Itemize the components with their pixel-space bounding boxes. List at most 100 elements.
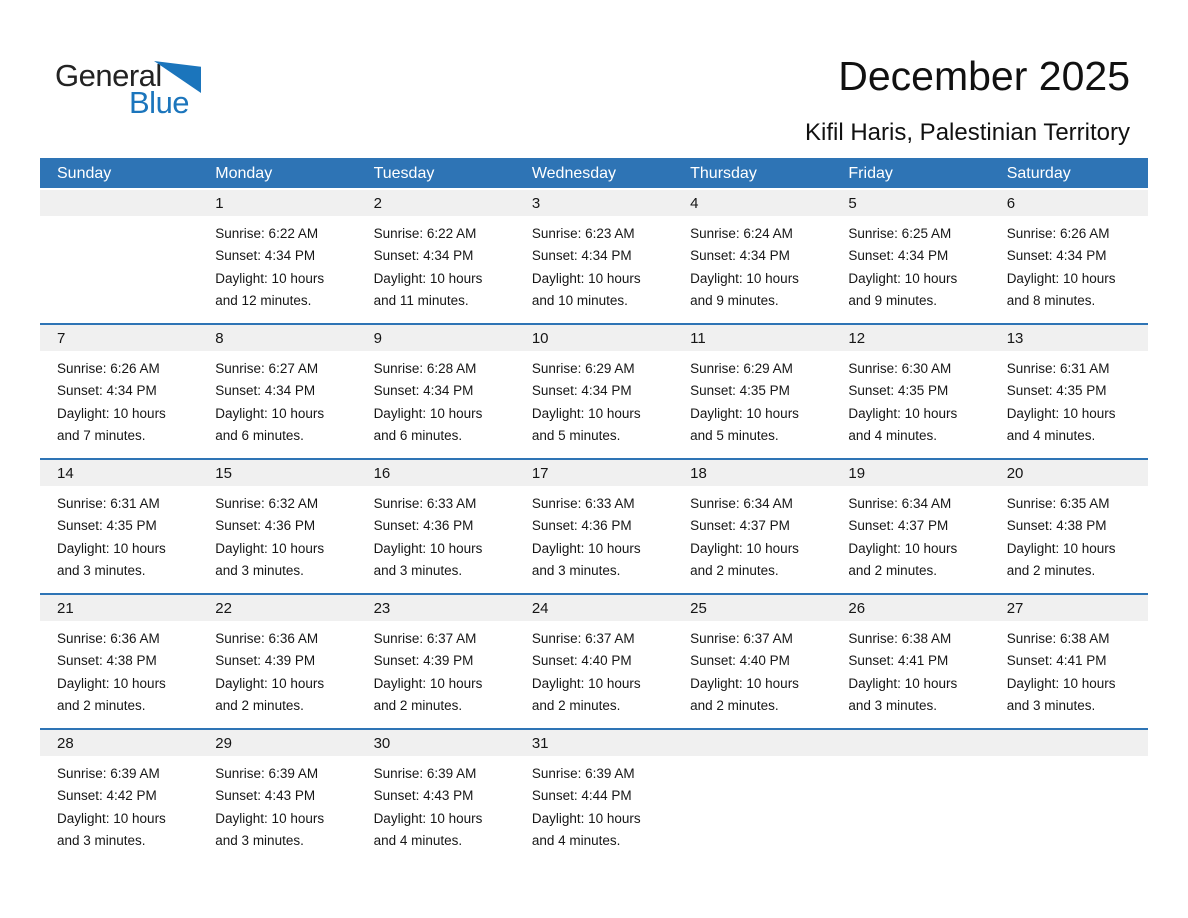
daylight-line-1: Daylight: 10 hours (531, 810, 641, 826)
sun-times: Sunrise: 6:22 AM Sunset: 4:34 PM Daylight:… (357, 216, 515, 313)
day-cell-11: 11 Sunrise: 6:29 AM Sunset: 4:35 PM Dayligh… (673, 325, 832, 458)
sunrise-line: Sunrise: 6:27 AM (215, 361, 319, 376)
daylight-line-2: and 12 minutes. (215, 293, 312, 309)
daylight-line-2: and 5 minutes. (531, 428, 621, 444)
day-number: 2 (356, 190, 515, 216)
daylight-line-1: Daylight: 10 hours (373, 675, 483, 691)
sunset-line: Sunset: 4:36 PM (373, 518, 474, 534)
sunrise-line: Sunrise: 6:34 AM (848, 496, 952, 511)
day-number: 24 (514, 595, 674, 621)
day-cell-23: 23 Sunrise: 6:37 AM Sunset: 4:39 PM Dayligh… (356, 595, 515, 728)
daylight-line-2: and 3 minutes. (848, 698, 937, 714)
sun-times: Sunrise: 6:25 AM Sunset: 4:34 PM Daylight:… (831, 216, 989, 313)
sunrise-line: Sunrise: 6:37 AM (690, 631, 793, 646)
day-number: 26 (831, 595, 990, 621)
daylight-line-1: Daylight: 10 hours (57, 810, 166, 826)
sun-times: Sunrise: 6:36 AM Sunset: 4:39 PM Daylight:… (198, 621, 356, 718)
day-number: 29 (198, 730, 357, 756)
sunset-line: Sunset: 4:40 PM (531, 653, 632, 669)
daylight-line-2: and 6 minutes. (215, 428, 304, 444)
day-number: 15 (198, 460, 357, 486)
sun-times: Sunrise: 6:26 AM Sunset: 4:34 PM Daylight:… (990, 216, 1148, 313)
day-number (989, 730, 1148, 756)
day-number: 10 (514, 325, 674, 351)
sun-times: Sunrise: 6:37 AM Sunset: 4:40 PM Daylight:… (673, 621, 831, 718)
sunset-line: Sunset: 4:40 PM (690, 653, 790, 669)
day-number: 14 (40, 460, 199, 486)
weekday-header-saturday: Saturday (1006, 165, 1071, 182)
sunset-line: Sunset: 4:34 PM (215, 383, 316, 399)
sun-times: Sunrise: 6:37 AM Sunset: 4:39 PM Daylight:… (357, 621, 515, 718)
calendar-week-row: 14 Sunrise: 6:31 AM Sunset: 4:35 PM Dayligh… (40, 458, 1148, 593)
empty-day-cell (673, 730, 832, 863)
daylight-line-2: and 8 minutes. (1006, 293, 1096, 309)
sunrise-line: Sunrise: 6:30 AM (848, 361, 952, 376)
day-number: 16 (356, 460, 515, 486)
sun-times (990, 756, 1148, 763)
sunset-line: Sunset: 4:39 PM (215, 653, 316, 669)
day-number: 4 (673, 190, 832, 216)
daylight-line-2: and 2 minutes. (690, 698, 779, 714)
daylight-line-2: and 4 minutes. (531, 833, 621, 849)
daylight-line-1: Daylight: 10 hours (57, 675, 166, 691)
sunset-line: Sunset: 4:37 PM (690, 518, 790, 534)
empty-day-cell (831, 730, 990, 863)
day-cell-12: 12 Sunrise: 6:30 AM Sunset: 4:35 PM Dayligh… (831, 325, 990, 458)
daylight-line-2: and 3 minutes. (215, 563, 304, 579)
daylight-line-1: Daylight: 10 hours (215, 675, 325, 691)
sunrise-line: Sunrise: 6:39 AM (373, 766, 477, 781)
day-number (40, 190, 199, 216)
sunset-line: Sunset: 4:35 PM (690, 383, 790, 399)
sunrise-line: Sunrise: 6:31 AM (57, 496, 160, 511)
weekday-header-wednesday: Wednesday (531, 165, 617, 182)
daylight-line-2: and 10 minutes. (531, 293, 628, 309)
day-cell-1: 1 Sunrise: 6:22 AM Sunset: 4:34 PM Daylight… (198, 190, 357, 323)
sunrise-line: Sunrise: 6:31 AM (1006, 361, 1110, 376)
daylight-line-2: and 6 minutes. (373, 428, 463, 444)
day-cell-21: 21 Sunrise: 6:36 AM Sunset: 4:38 PM Dayligh… (40, 595, 199, 728)
day-cell-28: 28 Sunrise: 6:39 AM Sunset: 4:42 PM Dayligh… (40, 730, 199, 863)
daylight-line-2: and 4 minutes. (373, 833, 463, 849)
daylight-line-2: and 2 minutes. (1006, 563, 1096, 579)
daylight-line-1: Daylight: 10 hours (848, 405, 958, 421)
daylight-line-2: and 4 minutes. (1006, 428, 1096, 444)
calendar-weeks: 1 Sunrise: 6:22 AM Sunset: 4:34 PM Daylight… (40, 190, 1148, 863)
day-number: 22 (198, 595, 357, 621)
day-number: 13 (989, 325, 1148, 351)
sunset-line: Sunset: 4:35 PM (848, 383, 949, 399)
daylight-line-1: Daylight: 10 hours (531, 675, 641, 691)
daylight-line-1: Daylight: 10 hours (215, 540, 325, 556)
daylight-line-1: Daylight: 10 hours (215, 810, 325, 826)
sunrise-line: Sunrise: 6:24 AM (690, 226, 793, 241)
sun-times: Sunrise: 6:38 AM Sunset: 4:41 PM Daylight:… (990, 621, 1148, 718)
sunrise-line: Sunrise: 6:32 AM (215, 496, 319, 511)
sun-times: Sunrise: 6:34 AM Sunset: 4:37 PM Daylight:… (673, 486, 831, 583)
daylight-line-1: Daylight: 10 hours (373, 270, 483, 286)
sunset-line: Sunset: 4:34 PM (373, 248, 474, 264)
daylight-line-2: and 2 minutes. (690, 563, 779, 579)
daylight-line-1: Daylight: 10 hours (57, 540, 166, 556)
daylight-line-2: and 5 minutes. (690, 428, 779, 444)
sun-times (831, 756, 989, 763)
sunset-line: Sunset: 4:38 PM (57, 653, 157, 669)
sunrise-line: Sunrise: 6:36 AM (57, 631, 160, 646)
sunset-line: Sunset: 4:34 PM (690, 248, 790, 264)
day-cell-30: 30 Sunrise: 6:39 AM Sunset: 4:43 PM Dayligh… (356, 730, 515, 863)
day-number: 9 (356, 325, 515, 351)
empty-day-cell (989, 730, 1148, 863)
sunset-line: Sunset: 4:34 PM (1006, 248, 1107, 264)
daylight-line-1: Daylight: 10 hours (215, 405, 325, 421)
sunset-line: Sunset: 4:35 PM (1006, 383, 1107, 399)
daylight-line-2: and 2 minutes. (215, 698, 304, 714)
daylight-line-1: Daylight: 10 hours (690, 405, 799, 421)
day-number: 21 (40, 595, 199, 621)
daylight-line-2: and 2 minutes. (57, 698, 146, 714)
weekday-header-row: Sunday Monday Tuesday Wednesday Thursday Frid… (40, 158, 1148, 188)
day-cell-13: 13 Sunrise: 6:31 AM Sunset: 4:35 PM Dayligh… (989, 325, 1148, 458)
daylight-line-2: and 2 minutes. (373, 698, 463, 714)
sunrise-line: Sunrise: 6:37 AM (373, 631, 477, 646)
sunset-line: Sunset: 4:34 PM (373, 383, 474, 399)
sun-times: Sunrise: 6:29 AM Sunset: 4:35 PM Daylight:… (673, 351, 831, 448)
sunrise-line: Sunrise: 6:26 AM (1006, 226, 1110, 241)
daylight-line-2: and 9 minutes. (690, 293, 779, 309)
